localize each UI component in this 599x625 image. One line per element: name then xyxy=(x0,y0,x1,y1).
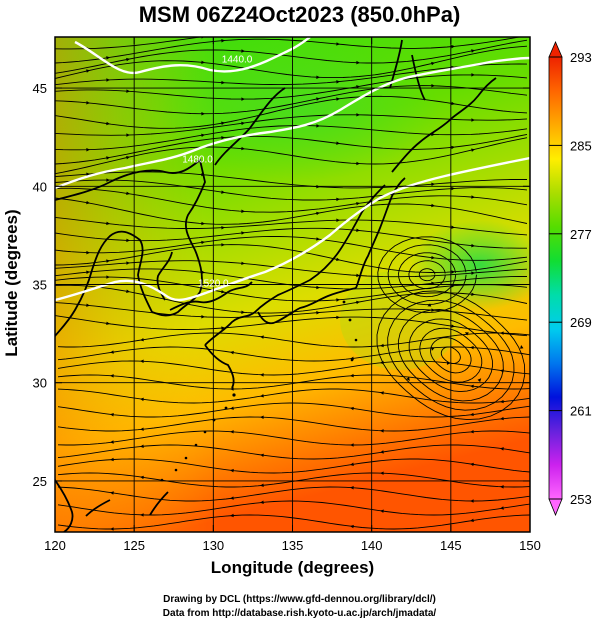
credit-drawing: Drawing by DCL (https://www.gfd-dennou.o… xyxy=(163,594,436,605)
height-contours xyxy=(55,37,530,302)
map-title: MSM 06Z24Oct2023 (850.0hPa) xyxy=(138,2,461,27)
colorbar-tick-label: 285 xyxy=(570,138,592,153)
contour-label: 1440.0 xyxy=(222,55,253,66)
x-tick-label: 140 xyxy=(361,538,383,553)
y-axis-label: Latitude (degrees) xyxy=(2,209,21,357)
colorbar-tick-label: 269 xyxy=(570,315,592,330)
streamline-arrows xyxy=(86,37,524,531)
y-tick-label: 40 xyxy=(33,179,47,194)
colorbar-ticks xyxy=(549,56,562,500)
x-tick-label: 130 xyxy=(202,538,224,553)
x-tick-label: 150 xyxy=(519,538,541,553)
colorbar-max-triangle xyxy=(548,40,563,58)
y-tick-label: 30 xyxy=(33,376,47,391)
y-tick-label: 45 xyxy=(33,81,47,96)
x-tick-label: 125 xyxy=(123,538,145,553)
colorbar-tick-label: 261 xyxy=(570,404,592,419)
x-tick-label: 120 xyxy=(44,538,66,553)
colorbar: 293 285 277 269 261 253 xyxy=(548,40,592,517)
axis-ticks xyxy=(54,37,531,532)
contour-label: 1480.0 xyxy=(182,155,213,166)
colorbar-tick-label: 253 xyxy=(570,492,592,507)
colorbar-tick-labels: 293 285 277 269 261 253 xyxy=(570,50,592,507)
grid-lines xyxy=(55,37,530,532)
coastlines xyxy=(55,39,497,532)
x-axis-label: Longitude (degrees) xyxy=(210,558,375,577)
x-tick-label: 145 xyxy=(440,538,462,553)
colorbar-min-triangle xyxy=(548,498,563,517)
contour-label: 1520.0 xyxy=(198,278,229,289)
x-tick-labels: 120 125 130 135 140 145 150 xyxy=(44,538,541,553)
colorbar-bar xyxy=(548,56,563,500)
colorbar-tick-label: 293 xyxy=(570,50,592,65)
credit-data: Data from http://database.rish.kyoto-u.a… xyxy=(162,608,437,619)
y-tick-label: 25 xyxy=(33,474,47,489)
streamlines xyxy=(55,37,530,530)
y-tick-labels: 25 30 35 40 45 xyxy=(33,81,47,489)
y-tick-label: 35 xyxy=(33,278,47,293)
contour-labels: 1440.0 1480.0 1520.0 xyxy=(182,55,253,290)
colorbar-tick-label: 277 xyxy=(570,227,592,242)
x-tick-label: 135 xyxy=(282,538,304,553)
